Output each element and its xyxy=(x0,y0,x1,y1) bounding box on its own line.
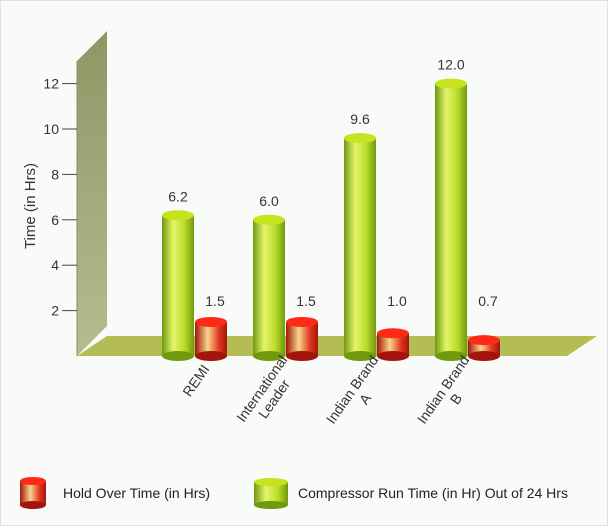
hold-over-bar-body xyxy=(377,333,409,356)
hold-over-bar xyxy=(468,335,500,361)
compressor-bar-top xyxy=(344,133,376,144)
category-label-line: A xyxy=(356,390,375,407)
hold-over-bar-base xyxy=(195,351,227,361)
compressor-bar-body xyxy=(435,83,467,356)
legend-green-cylinder-icon xyxy=(254,478,288,509)
hold-over-value-label: 1.0 xyxy=(387,293,407,309)
legend: Hold Over Time (in Hrs) Compressor Run T… xyxy=(20,477,568,509)
compressor-bar-base xyxy=(435,351,467,361)
category-label-line: Indian Brand xyxy=(414,352,473,426)
legend-label-compressor: Compressor Run Time (in Hr) Out of 24 Hr… xyxy=(298,485,568,501)
y-axis-label: Time (in Hrs) xyxy=(22,163,39,249)
hold-over-value-label: 1.5 xyxy=(205,293,225,309)
y-axis-ticks: 2 4 6 8 10 12 xyxy=(43,76,77,319)
compressor-value-label: 9.6 xyxy=(350,111,370,127)
hold-over-bar-top xyxy=(468,335,500,346)
hold-over-bar-base xyxy=(377,351,409,361)
legend-label-hold-over: Hold Over Time (in Hrs) xyxy=(63,485,210,501)
compressor-bar-top xyxy=(162,210,194,221)
category-label: Indian BrandB xyxy=(414,352,486,435)
compressor-bar xyxy=(344,133,376,361)
bars: 6.2 1.5 6.0 1.5 9.6 1.0 12.0 0.7 xyxy=(162,57,500,361)
compressor-bar-body xyxy=(253,219,285,356)
hold-over-bar xyxy=(286,316,318,361)
compressor-bar xyxy=(162,210,194,361)
category-label-line: Indian Brand xyxy=(323,352,382,426)
category-label-line: REMI xyxy=(179,362,212,400)
chart-floor xyxy=(77,336,597,356)
compressor-bar-body xyxy=(162,215,194,356)
compressor-bar-base xyxy=(162,351,194,361)
hold-over-bar-base xyxy=(468,351,500,361)
compressor-bar xyxy=(253,214,285,361)
compressor-bar-body xyxy=(344,138,376,356)
category-label: Indian BrandA xyxy=(323,352,395,435)
chart-back-wall xyxy=(77,31,107,356)
hold-over-bar-body xyxy=(195,321,227,356)
compressor-bar-base xyxy=(253,351,285,361)
compressor-bar-top xyxy=(253,214,285,225)
legend-red-cylinder-icon xyxy=(20,477,46,509)
hold-over-bar xyxy=(195,316,227,361)
compressor-bar xyxy=(435,78,467,361)
y-tick-label: 10 xyxy=(43,121,59,137)
category-label: REMI xyxy=(179,362,212,400)
hold-over-bar-top xyxy=(377,328,409,339)
hold-over-bar xyxy=(377,328,409,361)
y-tick-label: 2 xyxy=(51,303,59,319)
hold-over-value-label: 0.7 xyxy=(478,293,498,309)
hold-over-bar-base xyxy=(286,351,318,361)
y-tick-label: 8 xyxy=(51,166,59,182)
y-tick-label: 4 xyxy=(51,257,59,273)
compressor-value-label: 6.2 xyxy=(168,188,188,204)
hold-over-bar-body xyxy=(286,321,318,356)
legend-item-hold-over: Hold Over Time (in Hrs) xyxy=(20,477,210,509)
compressor-value-label: 6.0 xyxy=(259,193,279,209)
compressor-bar-top xyxy=(435,78,467,89)
y-tick-label: 6 xyxy=(51,212,59,228)
hold-over-value-label: 1.5 xyxy=(296,293,316,309)
hold-over-bar-top xyxy=(195,316,227,327)
category-label: InternationalLeader xyxy=(233,352,303,433)
y-tick-label: 12 xyxy=(43,76,59,92)
category-label-line: B xyxy=(447,390,465,407)
legend-item-compressor: Compressor Run Time (in Hr) Out of 24 Hr… xyxy=(254,478,568,509)
hold-over-bar-top xyxy=(286,316,318,327)
compressor-value-label: 12.0 xyxy=(437,57,464,73)
compressor-bar-base xyxy=(344,351,376,361)
x-axis-category-labels: REMI InternationalLeader Indian BrandA Indi… xyxy=(179,352,486,435)
